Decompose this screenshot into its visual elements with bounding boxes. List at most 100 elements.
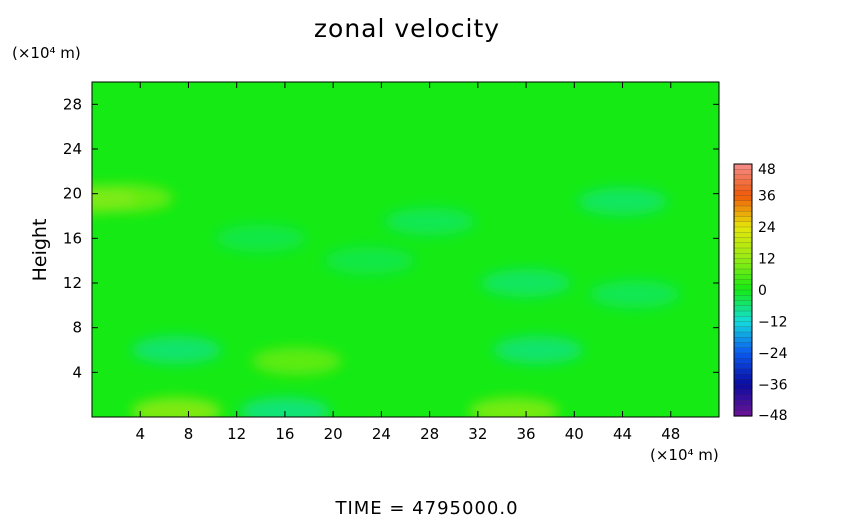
x-tick-label: 4: [135, 425, 145, 443]
colorbar-segment: [734, 169, 752, 176]
y-axis: 4 8 12 16 20 24 28: [63, 95, 719, 381]
colorbar-label: −36: [758, 378, 788, 394]
x-tick-label: 24: [372, 425, 391, 443]
colorbar-segment: [734, 206, 752, 212]
y-tick-label: 24: [63, 140, 82, 158]
x-tick-label: 16: [275, 425, 294, 443]
colorbar-segment: [734, 368, 752, 375]
colorbar-segment: [734, 253, 752, 260]
colorbar-segment: [734, 185, 752, 191]
colorbar-segment: [734, 311, 752, 317]
colorbar-segment: [734, 353, 752, 359]
colorbar-segment: [734, 190, 752, 197]
colorbar-segment: [734, 326, 752, 333]
colorbar-frame: [733, 163, 753, 417]
plot-background: [92, 82, 719, 417]
colorbar-segment: [734, 164, 752, 170]
x-tick-label: 20: [324, 425, 343, 443]
colorbar-segment: [734, 263, 752, 270]
colorbar-segment: [734, 305, 752, 312]
colorbar-segment: [734, 379, 752, 386]
colorbar-segment: [734, 227, 752, 233]
y-tick-label: 16: [63, 229, 82, 247]
colorbar-segment: [734, 321, 752, 328]
colorbar-segment: [734, 258, 752, 265]
x-tick-label: 8: [184, 425, 194, 443]
colorbar-segment: [734, 374, 752, 380]
colorbar-segment: [734, 405, 752, 412]
field-feature-8: [577, 187, 668, 216]
y-tick-label: 28: [63, 95, 82, 113]
colorbar-segment: [734, 279, 752, 286]
field-feature-9: [384, 207, 475, 236]
field-feature-2: [131, 397, 222, 417]
field-feature-5: [131, 336, 222, 364]
colorbar-segment: [734, 316, 752, 323]
colorbar-segment: [734, 269, 752, 275]
plot-frame: [91, 81, 720, 418]
field-feature-1: [92, 184, 174, 213]
x-tick-label: 12: [227, 425, 246, 443]
y-tick-label: 20: [63, 185, 82, 203]
colorbar-segment: [734, 211, 752, 218]
field-feature-10: [481, 269, 572, 297]
colorbar-segment: [734, 290, 752, 296]
colorbar-label: 12: [758, 252, 776, 268]
chart-title: zonal velocity: [313, 14, 501, 43]
colorbar-segment: [734, 384, 752, 391]
y-tick-label: 8: [72, 319, 82, 337]
y-axis-label: Height: [29, 218, 51, 282]
field-feature-7: [493, 336, 584, 364]
colorbar-segment: [734, 242, 752, 249]
colorbar-segment: [734, 347, 752, 354]
colorbar-segment: [734, 363, 752, 370]
time-label: TIME = 4795000.0: [335, 498, 519, 519]
field-feature-11: [589, 280, 680, 309]
y-axis-unit: (×10⁴ m): [12, 44, 81, 62]
y-tick-label: 4: [72, 363, 82, 381]
y-tick-label: 12: [63, 274, 82, 292]
colorbar-segment: [734, 248, 752, 254]
colorbar-segment: [734, 389, 752, 396]
colorbar-segment: [734, 232, 752, 239]
x-axis-unit: (×10⁴ m): [650, 446, 719, 464]
colorbar-segment: [734, 221, 752, 228]
colorbar-segment: [734, 174, 752, 181]
colorbar-segment: [734, 284, 752, 291]
colorbar: 48 36 24 12 0 −12 −24 −36 −48: [733, 162, 788, 424]
x-tick-label: 32: [468, 425, 487, 443]
colorbar-segment: [734, 395, 752, 401]
field-feature-4: [469, 397, 560, 417]
colorbar-label: −48: [758, 408, 788, 424]
colorbar-segment: [734, 237, 752, 244]
x-tick-label: 28: [420, 425, 439, 443]
field-feature-13: [324, 246, 415, 275]
field-feature-6: [239, 397, 330, 417]
colorbar-segment: [734, 400, 752, 407]
x-tick-label: 36: [517, 425, 536, 443]
colorbar-segment: [734, 410, 752, 417]
colorbar-segment: [734, 337, 752, 344]
colorbar-segment: [734, 342, 752, 349]
colorbar-label: 36: [758, 189, 776, 205]
field-feature-12: [215, 224, 306, 253]
x-tick-label: 48: [661, 425, 680, 443]
colorbar-segment: [734, 332, 752, 338]
colorbar-label: 24: [758, 220, 776, 236]
colorbar-segment: [734, 295, 752, 302]
colorbar-segment: [734, 179, 752, 186]
colorbar-segment: [734, 300, 752, 307]
colorbar-label: −24: [758, 346, 788, 362]
x-tick-label: 40: [565, 425, 584, 443]
x-axis: 4 8 12 16 20 24 28 32 36 40 44 48: [135, 82, 680, 443]
colorbar-segment: [734, 358, 752, 365]
colorbar-segment: [734, 274, 752, 281]
x-tick-label: 44: [613, 425, 632, 443]
colorbar-segment: [734, 216, 752, 223]
colorbar-segment: [734, 200, 752, 207]
colorbar-label: −12: [758, 315, 788, 331]
colorbar-label: 48: [758, 162, 776, 178]
colorbar-label: 0: [758, 283, 767, 299]
field-feature-3: [251, 347, 342, 376]
